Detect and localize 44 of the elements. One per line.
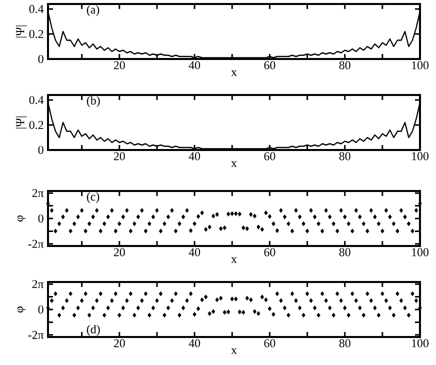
- x-tick-label: 60: [264, 61, 276, 70]
- y-tick-label: -2π: [28, 330, 44, 339]
- x-tick-label: 60: [264, 248, 276, 256]
- x-axis-title: x: [231, 348, 237, 354]
- x-tick-label: 80: [339, 152, 350, 160]
- y-tick-label: 0: [38, 305, 44, 314]
- y-axis-title: |Ψ|: [16, 26, 27, 38]
- x-tick-label: 40: [188, 248, 200, 256]
- y-tick-label: -2π: [28, 240, 44, 248]
- y-tick-label: 2π: [32, 189, 44, 198]
- y-tick-label: 0: [38, 54, 44, 64]
- x-tick-label: 60: [264, 152, 276, 160]
- y-tick-label: 2π: [32, 280, 44, 288]
- x-tick-label: 40: [188, 61, 200, 70]
- x-tick-label: 20: [114, 61, 125, 70]
- x-axis-title: x: [231, 70, 237, 76]
- x-axis-title: x: [231, 161, 237, 167]
- x-tick-label: 100: [412, 248, 428, 256]
- y-tick-label: 0: [38, 146, 44, 154]
- y-axis-title: φ: [17, 216, 26, 222]
- x-tick-label: 60: [264, 339, 276, 348]
- y-tick-label: 0: [38, 214, 44, 223]
- x-tick-label: 100: [412, 152, 428, 160]
- x-tick-label: 100: [412, 339, 428, 348]
- annotation: (a): [86, 5, 100, 16]
- y-tick-label: 0.4: [29, 96, 44, 104]
- y-tick-label: 0.2: [29, 30, 44, 38]
- annotation: (c): [86, 192, 100, 204]
- x-tick-label: 20: [114, 339, 125, 348]
- x-tick-label: 20: [114, 248, 125, 256]
- y-axis-title: φ: [17, 306, 26, 312]
- x-tick-label: 40: [188, 152, 200, 160]
- y-tick-label: 0.4: [29, 4, 44, 14]
- x-tick-label: 100: [412, 61, 428, 70]
- annotation: (d): [86, 324, 100, 336]
- x-tick-label: 40: [188, 339, 200, 348]
- x-tick-label: 80: [339, 339, 350, 348]
- y-tick-label: 0.2: [29, 120, 44, 130]
- x-tick-label: 80: [339, 248, 350, 256]
- x-axis-title: x: [231, 257, 237, 263]
- annotation: (b): [86, 96, 100, 108]
- x-tick-label: 20: [114, 152, 125, 160]
- x-tick-label: 80: [339, 61, 350, 70]
- y-axis-title: |Ψ|: [16, 116, 27, 128]
